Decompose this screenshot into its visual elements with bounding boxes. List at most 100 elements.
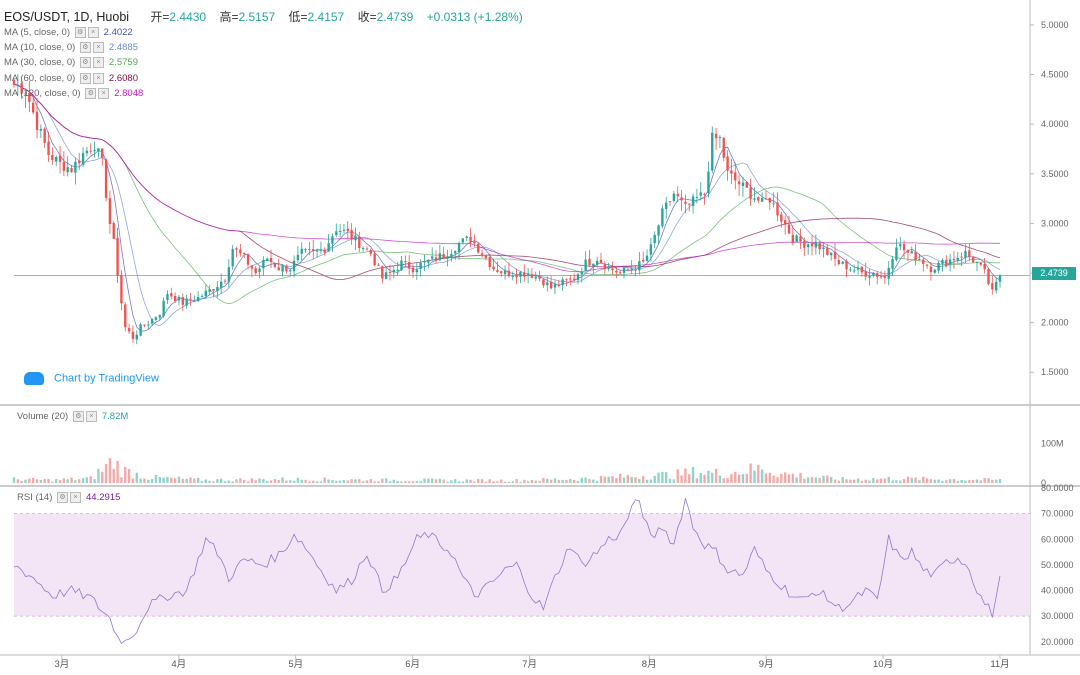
volume-bar <box>714 468 718 483</box>
time-tick-label: 7月 <box>522 659 537 670</box>
candle-body <box>638 261 641 271</box>
candle-body <box>196 297 200 302</box>
candle-body <box>741 182 745 186</box>
settings-icon[interactable]: ⚙ <box>85 88 97 99</box>
symbol-title[interactable]: EOS/USDT, 1D, Huobi <box>4 10 130 24</box>
volume-bar <box>492 481 495 483</box>
volume-bar <box>511 481 514 483</box>
volume-bar <box>760 469 764 483</box>
close-icon[interactable]: × <box>70 492 82 503</box>
candle-body <box>70 168 73 173</box>
tradingview-attribution[interactable]: Chart by TradingView <box>24 372 159 385</box>
close-icon[interactable]: × <box>98 88 110 99</box>
volume-bar <box>431 478 434 483</box>
candle-body <box>868 275 871 278</box>
volume-bar <box>392 479 396 483</box>
volume-bar <box>764 473 768 483</box>
settings-icon[interactable]: ⚙ <box>79 73 91 84</box>
volume-bar <box>833 479 837 483</box>
candle-body <box>377 264 380 266</box>
indicator-ma5[interactable]: MA (5, close, 0) ⚙ × 2.4022 <box>4 27 133 38</box>
candle-body <box>557 284 560 286</box>
volume-bar <box>338 480 342 483</box>
volume-bar <box>914 477 917 483</box>
volume-bar <box>358 479 361 483</box>
candle-body <box>561 279 564 286</box>
indicator-label: MA (120, close, 0) <box>4 88 81 100</box>
candle-body <box>753 198 756 200</box>
volume-bar <box>530 479 534 483</box>
candle-body <box>549 281 553 289</box>
volume-bar <box>81 478 85 483</box>
indicator-ma60[interactable]: MA (60, close, 0) ⚙ × 2.6080 <box>4 73 138 84</box>
indicator-value: 2.4885 <box>108 42 138 54</box>
candle-body <box>78 160 81 164</box>
volume-bar <box>219 478 223 483</box>
settings-icon[interactable]: ⚙ <box>72 411 84 422</box>
settings-icon[interactable]: ⚙ <box>79 42 91 53</box>
volume-bar <box>500 479 503 483</box>
volume-bar <box>39 479 43 483</box>
candle-body <box>922 259 925 264</box>
volume-bar <box>43 479 46 483</box>
volume-bar <box>354 479 357 483</box>
volume-bar <box>707 470 710 483</box>
settings-icon[interactable]: ⚙ <box>57 492 69 503</box>
indicator-volume[interactable]: Volume (20) ⚙ × 7.82M <box>17 411 128 422</box>
close-value: 2.4739 <box>376 10 414 24</box>
indicator-ma30[interactable]: MA (30, close, 0) ⚙ × 2.5759 <box>4 57 138 68</box>
close-icon[interactable]: × <box>92 42 104 53</box>
candle-body <box>799 236 802 242</box>
candle-body <box>254 268 257 274</box>
candle-body <box>223 280 227 282</box>
indicator-rsi[interactable]: RSI (14) ⚙ × 44.2915 <box>17 492 120 503</box>
candle-body <box>173 295 177 302</box>
candle-body <box>630 268 633 271</box>
volume-bar <box>450 480 453 483</box>
candle-body <box>699 192 702 196</box>
close-icon[interactable]: × <box>92 73 104 84</box>
volume-bar <box>810 477 814 483</box>
settings-icon[interactable]: ⚙ <box>74 27 86 38</box>
volume-bar <box>269 480 273 483</box>
settings-icon[interactable]: ⚙ <box>79 57 91 68</box>
volume-bar <box>262 479 265 483</box>
candle-body <box>331 236 334 244</box>
candle-body <box>492 266 495 270</box>
candle-body <box>887 267 890 279</box>
candle-body <box>987 269 990 284</box>
volume-bar <box>415 481 419 483</box>
candle-body <box>592 263 595 267</box>
indicator-ma120[interactable]: MA (120, close, 0) ⚙ × 2.8048 <box>4 88 143 99</box>
candle-body <box>388 272 392 274</box>
volume-bar <box>162 477 165 483</box>
volume-bar <box>74 480 77 483</box>
volume-bar <box>473 481 476 483</box>
volume-bar <box>987 478 990 483</box>
close-icon[interactable]: × <box>87 27 99 38</box>
volume-bar <box>319 481 323 483</box>
candle-body <box>404 261 407 263</box>
volume-bar <box>538 480 541 483</box>
volume-bar <box>166 476 169 483</box>
indicator-ma10[interactable]: MA (10, close, 0) ⚙ × 2.4885 <box>4 42 138 53</box>
candle-body <box>803 240 806 248</box>
volume-bar <box>964 480 967 483</box>
close-icon[interactable]: × <box>92 57 104 68</box>
candle-body <box>772 203 775 205</box>
candle-body <box>611 268 614 271</box>
candle-body <box>396 269 399 271</box>
candle-body <box>891 259 894 269</box>
volume-bar <box>173 478 177 483</box>
candle-body <box>998 275 1002 282</box>
volume-bar <box>438 478 442 483</box>
volume-bar <box>346 480 349 483</box>
volume-bar <box>565 479 568 483</box>
candle-body <box>469 236 472 242</box>
close-icon[interactable]: × <box>85 411 97 422</box>
volume-bar <box>883 478 887 483</box>
candle-body <box>538 275 541 279</box>
volume-bar <box>753 470 756 483</box>
volume-bar <box>181 478 184 483</box>
